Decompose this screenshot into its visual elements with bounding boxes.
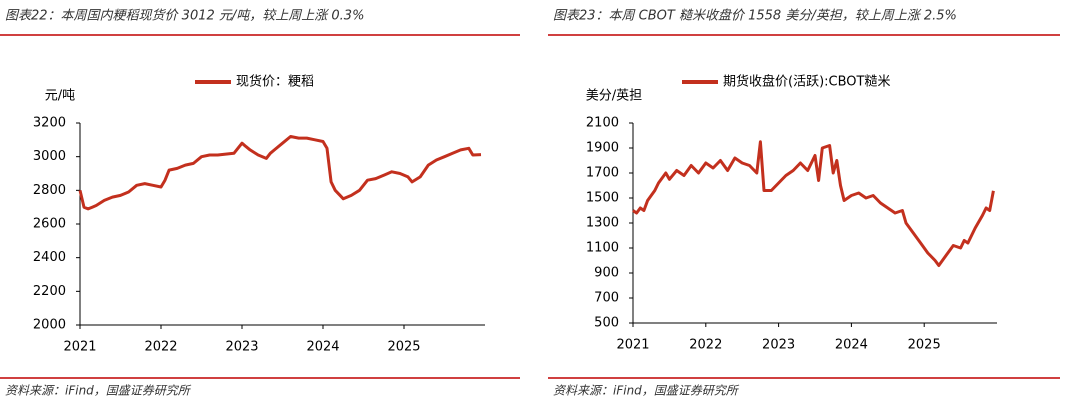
y-tick-label: 2800 [33, 183, 66, 198]
x-tick-label: 2025 [908, 338, 941, 353]
y-tick-label: 700 [594, 291, 619, 306]
x-tick-label: 2021 [616, 338, 649, 353]
y-tick-label: 1100 [586, 241, 619, 256]
x-tick-label: 2024 [835, 338, 868, 353]
y-tick-label: 2600 [33, 217, 66, 232]
series-line [632, 140, 995, 267]
y-tick-label: 3200 [33, 116, 66, 131]
y-tick-label: 3000 [33, 149, 66, 164]
series-line [78, 135, 482, 211]
x-tick-label: 2023 [762, 338, 795, 353]
x-tick-label: 2022 [144, 340, 177, 355]
y-tick-label: 1900 [586, 141, 619, 156]
y-axis-label: 元/吨 [45, 89, 75, 104]
source: 资料来源：iFind，国盛证券研究所 [5, 384, 192, 398]
x-tick-label: 2025 [387, 340, 420, 355]
y-tick-label: 900 [594, 266, 619, 281]
caption: 图表22：本周国内粳稻现货价 3012 元/吨，较上周上涨 0.3% [5, 9, 364, 24]
legend-label: 现货价：粳稻 [236, 74, 314, 90]
source: 资料来源：iFind，国盛证券研究所 [553, 384, 740, 398]
legend-label: 期货收盘价(活跃):CBOT糙米 [723, 74, 890, 90]
x-tick-label: 2023 [225, 340, 258, 355]
x-tick-label: 2021 [63, 340, 96, 355]
x-tick-label: 2022 [689, 338, 722, 353]
y-tick-label: 2100 [586, 116, 619, 131]
y-tick-label: 2000 [33, 318, 66, 333]
y-tick-label: 2200 [33, 284, 66, 299]
y-axis-label: 美分/英担 [586, 89, 642, 104]
x-tick-label: 2024 [306, 340, 339, 355]
y-tick-label: 2400 [33, 250, 66, 265]
y-tick-label: 1700 [586, 166, 619, 181]
y-tick-label: 500 [594, 316, 619, 331]
y-tick-label: 1300 [586, 216, 619, 231]
y-tick-label: 1500 [586, 191, 619, 206]
caption: 图表23：本周 CBOT 糙米收盘价 1558 美分/英担，较上周上涨 2.5% [553, 8, 957, 24]
